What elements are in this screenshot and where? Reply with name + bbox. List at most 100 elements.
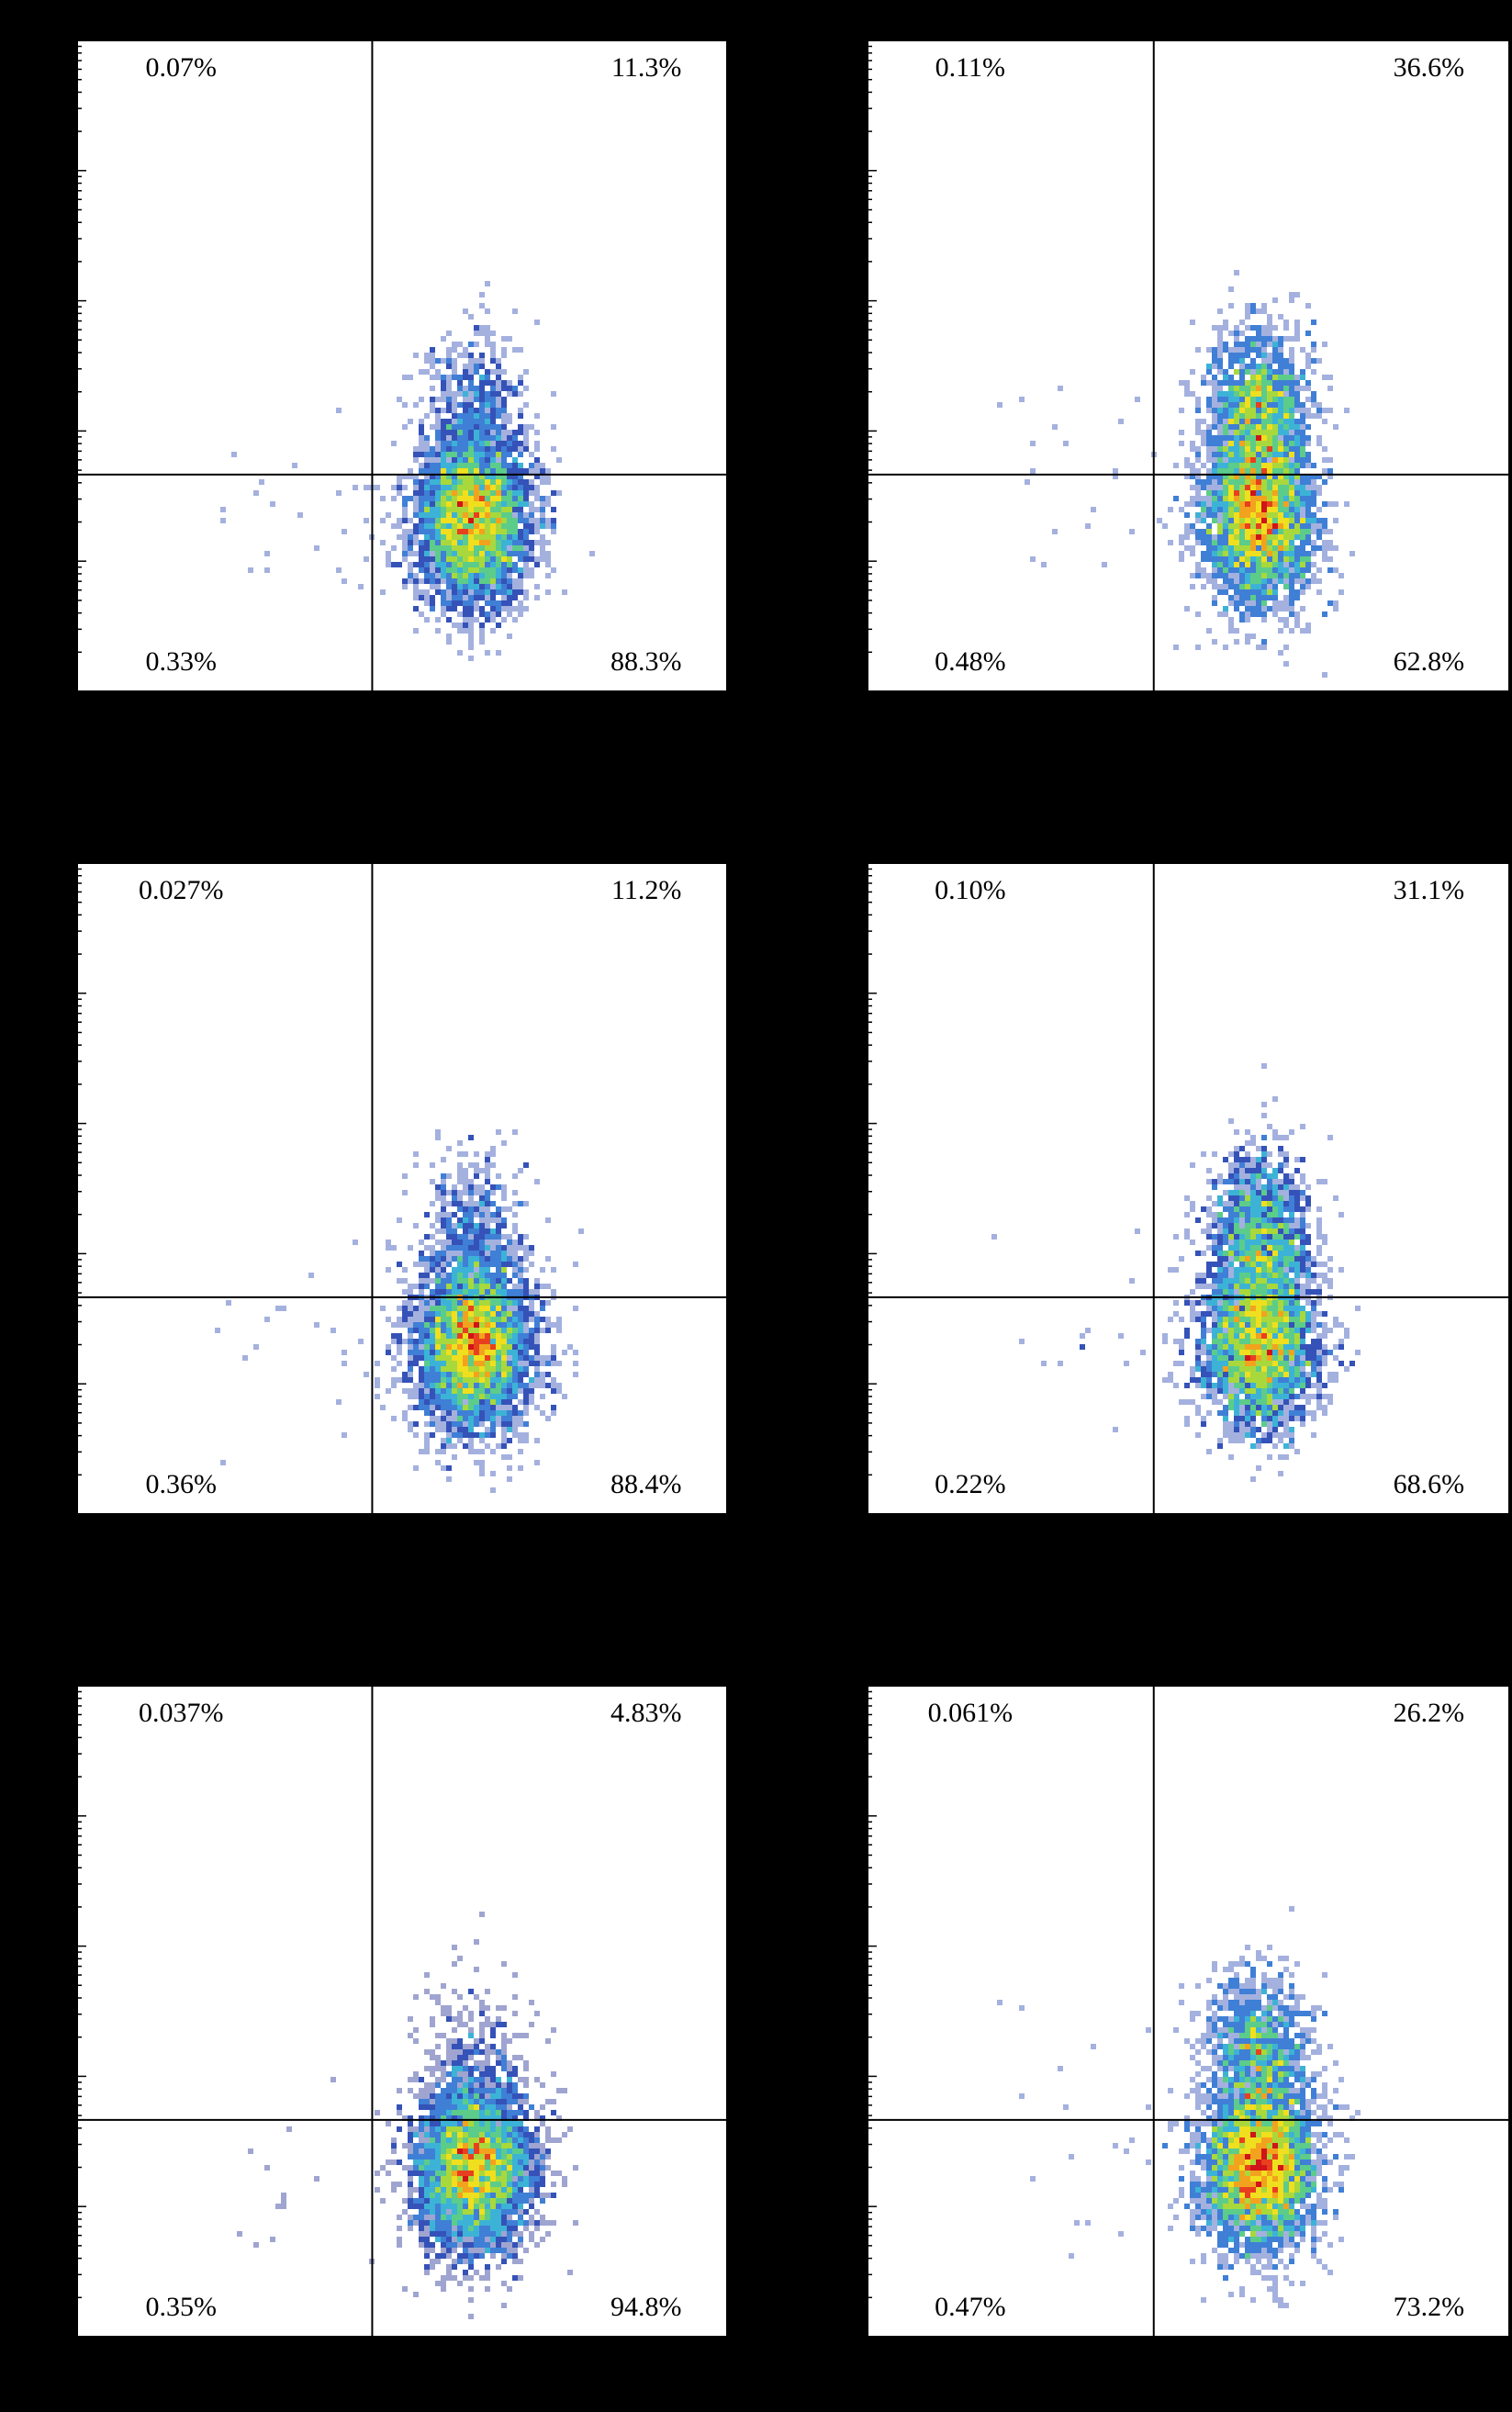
density-cell [1212,485,1217,490]
density-cell [424,2171,430,2176]
density-cell [496,1212,501,1217]
density-cell [496,1333,501,1339]
density-cell [1217,567,1223,573]
density-cell [1305,1262,1311,1267]
density-cell [457,2115,463,2121]
density-cell [1245,639,1250,645]
density-cell [1113,1427,1118,1432]
density-cell [518,1240,523,1245]
density-cell [1289,518,1294,523]
density-cell [1228,1151,1234,1157]
density-cell [1239,1240,1245,1245]
density-cell [1289,1344,1294,1350]
density-cell [397,1322,402,1328]
density-cell [1228,1284,1234,1289]
density-cell [1278,452,1283,457]
density-cell [1173,1339,1179,1344]
density-cell [1278,457,1283,463]
density-cell [479,507,485,512]
density-cell [1223,457,1228,463]
density-cell [507,435,512,441]
density-cell [408,2220,413,2226]
density-cell [1311,1344,1316,1350]
density-cell [1327,1284,1333,1289]
density-cell [457,496,463,501]
density-cell [1245,1333,1250,1339]
density-cell [1245,551,1250,556]
density-cell [468,435,474,441]
density-cell [446,1410,452,1416]
density-cell [457,1432,463,1438]
density-cell [1267,430,1272,435]
density-cell [430,424,435,430]
density-cell [1228,628,1234,634]
density-cell [1195,485,1201,490]
density-cell [1239,523,1245,529]
density-cell [1278,1333,1283,1339]
density-cell [512,2088,518,2093]
density-cell [1300,1405,1305,1410]
density-cell [424,1328,430,1333]
density-cell [1206,430,1212,435]
density-cell [1272,441,1278,446]
density-cell [1239,375,1245,380]
density-cell [1300,507,1305,512]
density-cell [1206,512,1212,518]
density-cell [479,595,485,600]
density-cell [452,2099,457,2104]
density-cell [1239,611,1245,617]
density-cell [1278,1151,1283,1157]
density-cell [1256,309,1261,314]
density-cell [1223,534,1228,540]
density-cell [496,2022,501,2027]
density-cell [1267,397,1272,402]
density-cell [534,320,540,325]
density-cell [534,1179,540,1184]
density-cell [507,386,512,391]
density-cell [1300,1206,1305,1212]
density-cell [1234,391,1239,397]
density-cell [1289,501,1294,507]
density-cell [1278,490,1283,496]
density-cell [1322,446,1327,452]
density-cell [1322,1240,1327,1245]
density-cell [1250,634,1256,639]
density-cell [1261,386,1267,391]
density-cell [1278,1372,1283,1377]
density-cell [1212,1328,1217,1333]
density-cell [1272,463,1278,468]
density-cell [1179,1350,1184,1355]
density-cell [457,435,463,441]
density-cell [468,623,474,628]
density-cell [1289,391,1294,397]
density-cell [540,1267,545,1273]
density-cell [468,1449,474,1454]
density-cell [452,2115,457,2121]
density-cell [529,479,534,485]
density-cell [1195,501,1201,507]
density-cell [424,1405,430,1410]
density-cell [468,1350,474,1355]
density-cell [496,1355,501,1361]
density-cell [1184,1421,1190,1427]
density-cell [1217,1344,1223,1350]
density-cell [474,1410,479,1416]
density-cell [1272,1394,1278,1399]
density-cell [1305,457,1311,463]
density-cell [1272,518,1278,523]
density-cell [1234,600,1239,606]
density-cell [468,611,474,617]
density-cell [1228,468,1234,474]
density-cell [1261,518,1267,523]
density-cell [1212,518,1217,523]
density-cell [1245,309,1250,314]
density-cell [507,1251,512,1256]
density-cell [1305,1377,1311,1383]
density-cell [1228,1366,1234,1372]
density-cell [1267,325,1272,331]
density-cell [1289,336,1294,342]
density-cell [457,1234,463,1240]
density-cell [452,1328,457,1333]
density-cell [408,474,413,479]
density-cell [1206,1195,1212,1201]
